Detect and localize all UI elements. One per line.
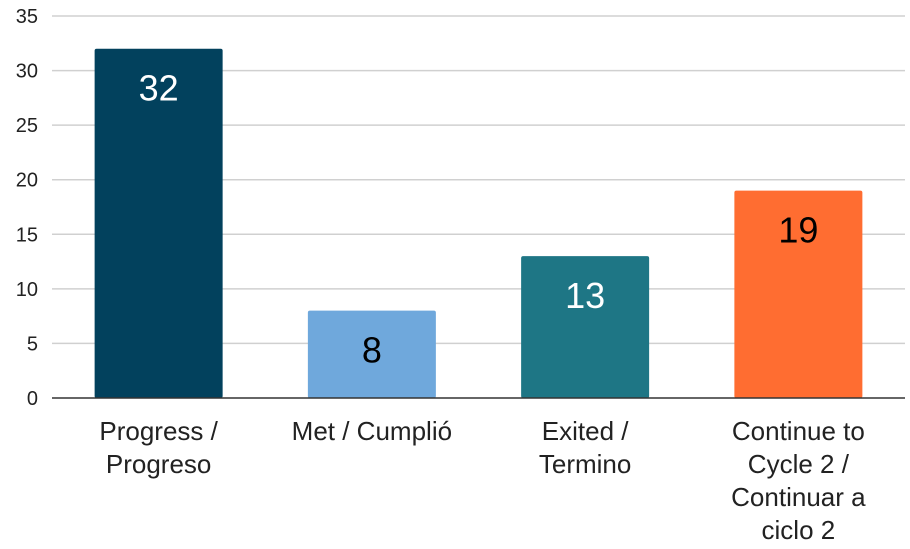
x-tick-label-line: Termino bbox=[539, 449, 631, 479]
x-axis-ticks: Progress / Progreso Met / Cumplió Exited / T… bbox=[99, 416, 866, 544]
y-tick-label: 35 bbox=[16, 6, 38, 28]
x-tick-label-line: Met / Cumplió bbox=[292, 416, 452, 446]
x-tick-label-line: Progress / bbox=[99, 416, 218, 446]
data-label: 32 bbox=[139, 68, 179, 109]
x-tick-label: Met / Cumplió bbox=[292, 416, 452, 446]
x-tick-label-line: Continuar a bbox=[731, 482, 866, 512]
x-tick-label-line: Continue to bbox=[732, 416, 865, 446]
data-label: 19 bbox=[778, 210, 818, 251]
y-tick-label: 15 bbox=[16, 224, 38, 246]
y-tick-label: 25 bbox=[16, 115, 38, 137]
x-tick-label-line: ciclo 2 bbox=[762, 515, 836, 544]
x-tick-label: Continue to Cycle 2 /Continuar a ciclo 2 bbox=[731, 416, 866, 544]
x-tick-label: Progress / Progreso bbox=[99, 416, 218, 479]
y-tick-label: 5 bbox=[27, 333, 38, 355]
x-tick-label-line: Progreso bbox=[106, 449, 212, 479]
x-tick-label: Exited / Termino bbox=[539, 416, 631, 479]
x-tick-label-line: Cycle 2 / bbox=[748, 449, 850, 479]
y-tick-label: 0 bbox=[27, 388, 38, 410]
y-axis-ticks: 0 5 10 15 20 25 30 35 bbox=[16, 6, 38, 410]
data-labels: 32 8 13 19 bbox=[139, 68, 819, 371]
x-tick-label-line: Exited / bbox=[542, 416, 629, 446]
y-tick-label: 30 bbox=[16, 61, 38, 83]
y-tick-label: 20 bbox=[16, 170, 38, 192]
data-label: 8 bbox=[362, 330, 382, 371]
y-tick-label: 10 bbox=[16, 279, 38, 301]
data-label: 13 bbox=[565, 275, 605, 316]
bars bbox=[95, 49, 863, 398]
